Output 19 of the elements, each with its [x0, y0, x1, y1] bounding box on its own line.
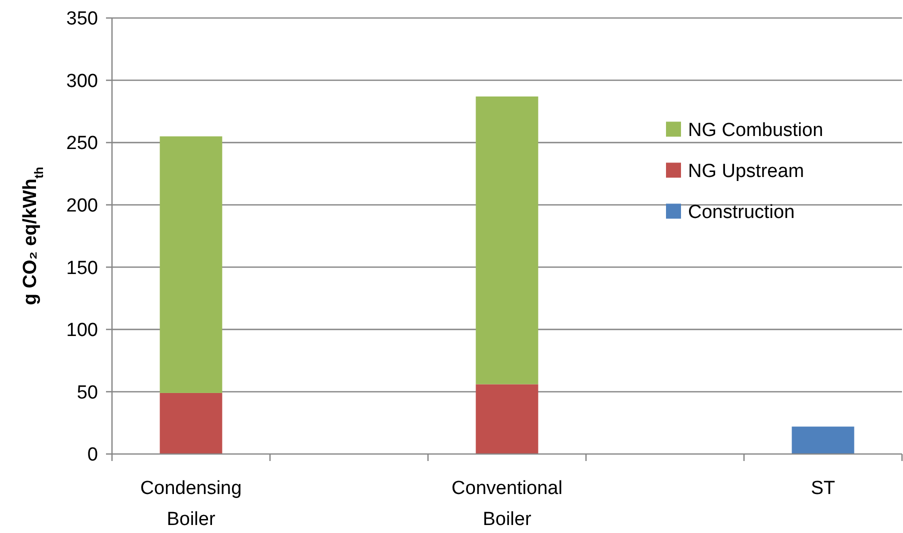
y-tick-label: 50	[76, 382, 98, 404]
y-tick-label: 0	[87, 444, 98, 466]
y-tick-label: 300	[66, 70, 98, 92]
bar	[476, 96, 538, 384]
y-tick-label: 150	[66, 258, 98, 279]
bar	[792, 426, 854, 454]
legend-label: NG Upstream	[688, 160, 804, 182]
y-tick-label: 200	[66, 196, 98, 217]
y-tick-label: 250	[66, 133, 98, 154]
y-tick-label: 100	[66, 320, 98, 342]
legend-label: NG Combustion	[688, 120, 824, 141]
x-tick-label: Conventional Boiler	[452, 478, 562, 530]
bar	[160, 136, 222, 393]
bar	[476, 384, 538, 454]
y-tick-label: 350	[66, 8, 98, 30]
legend-label: Construction	[688, 202, 795, 223]
x-tick-label: ST	[810, 478, 836, 499]
x-tick-label: Condensing Boiler	[140, 478, 242, 530]
bar	[160, 392, 222, 454]
